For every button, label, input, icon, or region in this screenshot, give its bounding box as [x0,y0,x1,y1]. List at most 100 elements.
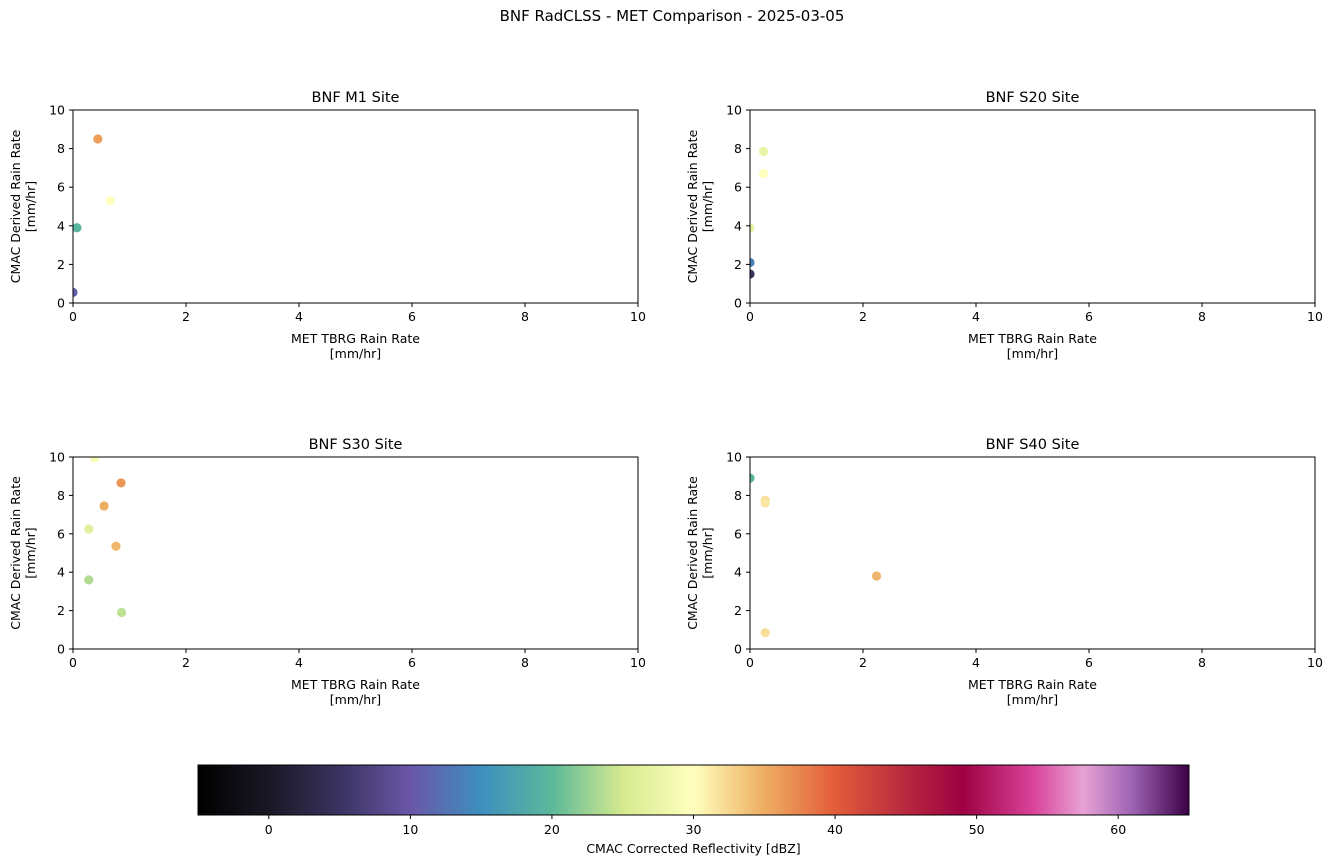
data-point [89,457,100,463]
figure-suptitle: BNF RadCLSS - MET Comparison - 2025-03-0… [500,7,845,25]
y-axis-label: CMAC Derived Rain Rate [685,476,700,630]
x-tick-label: 10 [1307,655,1323,670]
data-point [758,169,769,179]
scatter-panels: BNF M1 Site 0 2 4 6 8 10 0 2 4 6 8 10 MET TBRG Rain R… [8,90,1323,707]
scatter-panel: BNF S30 Site 0 2 4 6 8 10 0 2 4 6 8 10 MET TBRG Rain … [8,437,646,707]
x-tick-label: 10 [1307,309,1323,324]
x-tick-label: 2 [859,655,867,670]
colorbar-label: CMAC Corrected Reflectivity [dBZ] [586,841,800,856]
x-tick-label: 6 [1085,655,1093,670]
x-axis-label: [mm/hr] [330,346,381,361]
data-point [750,223,755,233]
data-point [750,473,755,483]
x-tick-label: 8 [1198,655,1206,670]
y-tick-label: 8 [57,141,65,156]
axes-frame [72,109,639,304]
colorbar-tick-label: 10 [402,822,418,837]
x-tick-label: 8 [521,655,529,670]
data-point [758,146,769,157]
x-tick-label: 2 [859,309,867,324]
colorbar-tick-label: 60 [1110,822,1126,837]
x-tick-label: 10 [630,309,646,324]
data-point [871,571,882,581]
panel-title: BNF M1 Site [312,90,400,106]
data-point [105,196,115,206]
y-tick-label: 10 [726,450,742,465]
data-point [93,134,103,144]
colorbar: 0 10 20 30 40 50 60 CMAC Corrected Reflectivity… [197,764,1190,856]
y-tick-label: 2 [57,603,65,618]
y-tick-label: 0 [734,296,742,311]
x-tick-label: 4 [972,655,980,670]
colorbar-tick-label: 40 [827,822,843,837]
panel-title: BNF S20 Site [986,90,1080,106]
x-axis-label: MET TBRG Rain Rate [968,677,1097,692]
y-tick-label: 4 [57,565,65,580]
x-tick-label: 6 [408,309,416,324]
data-point [760,498,770,508]
y-tick-label: 8 [57,488,65,503]
y-tick-label: 2 [57,257,65,272]
x-tick-label: 0 [69,655,77,670]
axes-frame [72,456,639,650]
x-axis-label: [mm/hr] [330,692,381,707]
y-tick-label: 4 [734,565,742,580]
x-tick-label: 6 [1085,309,1093,324]
y-axis-label: [mm/hr] [23,181,38,232]
panel-title: BNF S40 Site [986,437,1080,453]
x-tick-label: 8 [1198,309,1206,324]
x-tick-label: 4 [295,309,303,324]
x-tick-label: 0 [746,309,754,324]
data-point [73,223,82,233]
x-tick-label: 2 [182,655,190,670]
scatter-panel: BNF S20 Site 0 2 4 6 8 10 0 2 4 6 8 10 MET TBRG Rain … [685,90,1323,361]
y-axis-label: [mm/hr] [700,527,715,578]
colorbar-tick-label: 50 [969,822,985,837]
points-group [84,457,127,618]
data-point [99,501,109,511]
y-tick-label: 2 [734,603,742,618]
scatter-panel: BNF S40 Site 0 2 4 6 8 10 0 2 4 6 8 10 MET TBRG Rain … [685,437,1323,707]
axes-frame [749,109,1316,304]
x-tick-label: 0 [69,309,77,324]
points-group [750,473,882,638]
colorbar-tick-label: 20 [544,822,560,837]
x-tick-label: 4 [972,309,980,324]
y-axis-label: CMAC Derived Rain Rate [685,129,700,283]
x-axis-label: MET TBRG Rain Rate [968,331,1097,346]
x-tick-label: 10 [630,655,646,670]
y-tick-label: 10 [726,103,742,118]
data-point [116,607,127,618]
x-tick-label: 2 [182,309,190,324]
y-tick-label: 4 [57,218,65,233]
data-point [750,257,755,268]
colorbar-tick-label: 0 [265,822,273,837]
y-tick-label: 10 [49,103,65,118]
data-point [750,269,755,279]
colorbar-tick-label: 30 [686,822,702,837]
data-point [111,541,121,551]
y-tick-label: 0 [57,642,65,657]
x-axis-label: MET TBRG Rain Rate [291,677,420,692]
data-point [73,287,78,297]
x-axis-label: [mm/hr] [1007,346,1058,361]
y-tick-label: 6 [57,526,65,541]
y-axis-label: CMAC Derived Rain Rate [8,476,23,630]
x-tick-label: 0 [746,655,754,670]
y-tick-label: 2 [734,257,742,272]
x-axis-label: MET TBRG Rain Rate [291,331,420,346]
x-tick-label: 8 [521,309,529,324]
data-point [84,575,94,585]
x-tick-label: 6 [408,655,416,670]
y-tick-label: 0 [734,642,742,657]
points-group [750,146,769,279]
data-point [116,478,126,488]
y-tick-label: 10 [49,450,65,465]
y-tick-label: 8 [734,141,742,156]
y-tick-label: 6 [734,180,742,195]
y-tick-label: 8 [734,488,742,503]
y-axis-label: [mm/hr] [700,181,715,232]
x-axis-label: [mm/hr] [1007,692,1058,707]
points-group [73,134,115,297]
